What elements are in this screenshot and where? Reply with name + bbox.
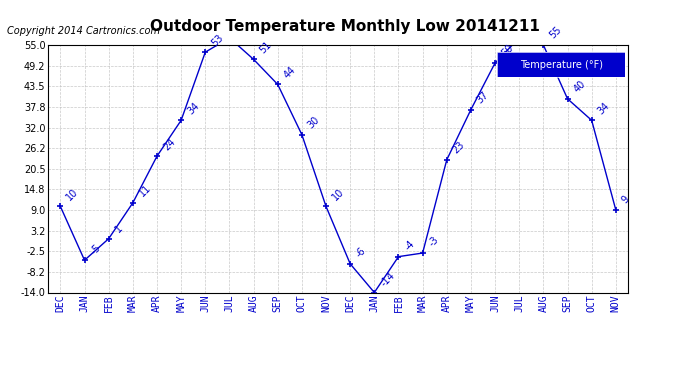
Text: 44: 44	[282, 64, 297, 80]
Text: 10: 10	[331, 186, 346, 202]
Text: 23: 23	[451, 140, 466, 156]
Text: -4: -4	[403, 238, 417, 252]
Text: 57: 57	[0, 374, 1, 375]
Text: 53: 53	[210, 32, 225, 48]
Text: 34: 34	[596, 100, 611, 116]
Text: 1: 1	[113, 223, 124, 234]
Text: 40: 40	[572, 79, 587, 94]
Text: -14: -14	[379, 270, 397, 288]
Text: 37: 37	[475, 90, 491, 105]
Text: 55: 55	[548, 25, 564, 41]
Text: 11: 11	[137, 183, 152, 199]
Text: 50: 50	[500, 43, 515, 59]
Text: 34: 34	[186, 100, 201, 116]
Text: 57: 57	[0, 374, 1, 375]
Text: -5: -5	[89, 242, 103, 256]
Text: 10: 10	[65, 186, 80, 202]
Text: 30: 30	[306, 115, 322, 130]
Text: -6: -6	[355, 246, 368, 260]
Text: Copyright 2014 Cartronics.com: Copyright 2014 Cartronics.com	[7, 26, 160, 36]
Text: -3: -3	[427, 235, 441, 249]
Text: 51: 51	[258, 39, 273, 55]
Text: Outdoor Temperature Monthly Low 20141211: Outdoor Temperature Monthly Low 20141211	[150, 19, 540, 34]
Text: 24: 24	[161, 136, 177, 152]
Text: 9: 9	[620, 194, 631, 206]
